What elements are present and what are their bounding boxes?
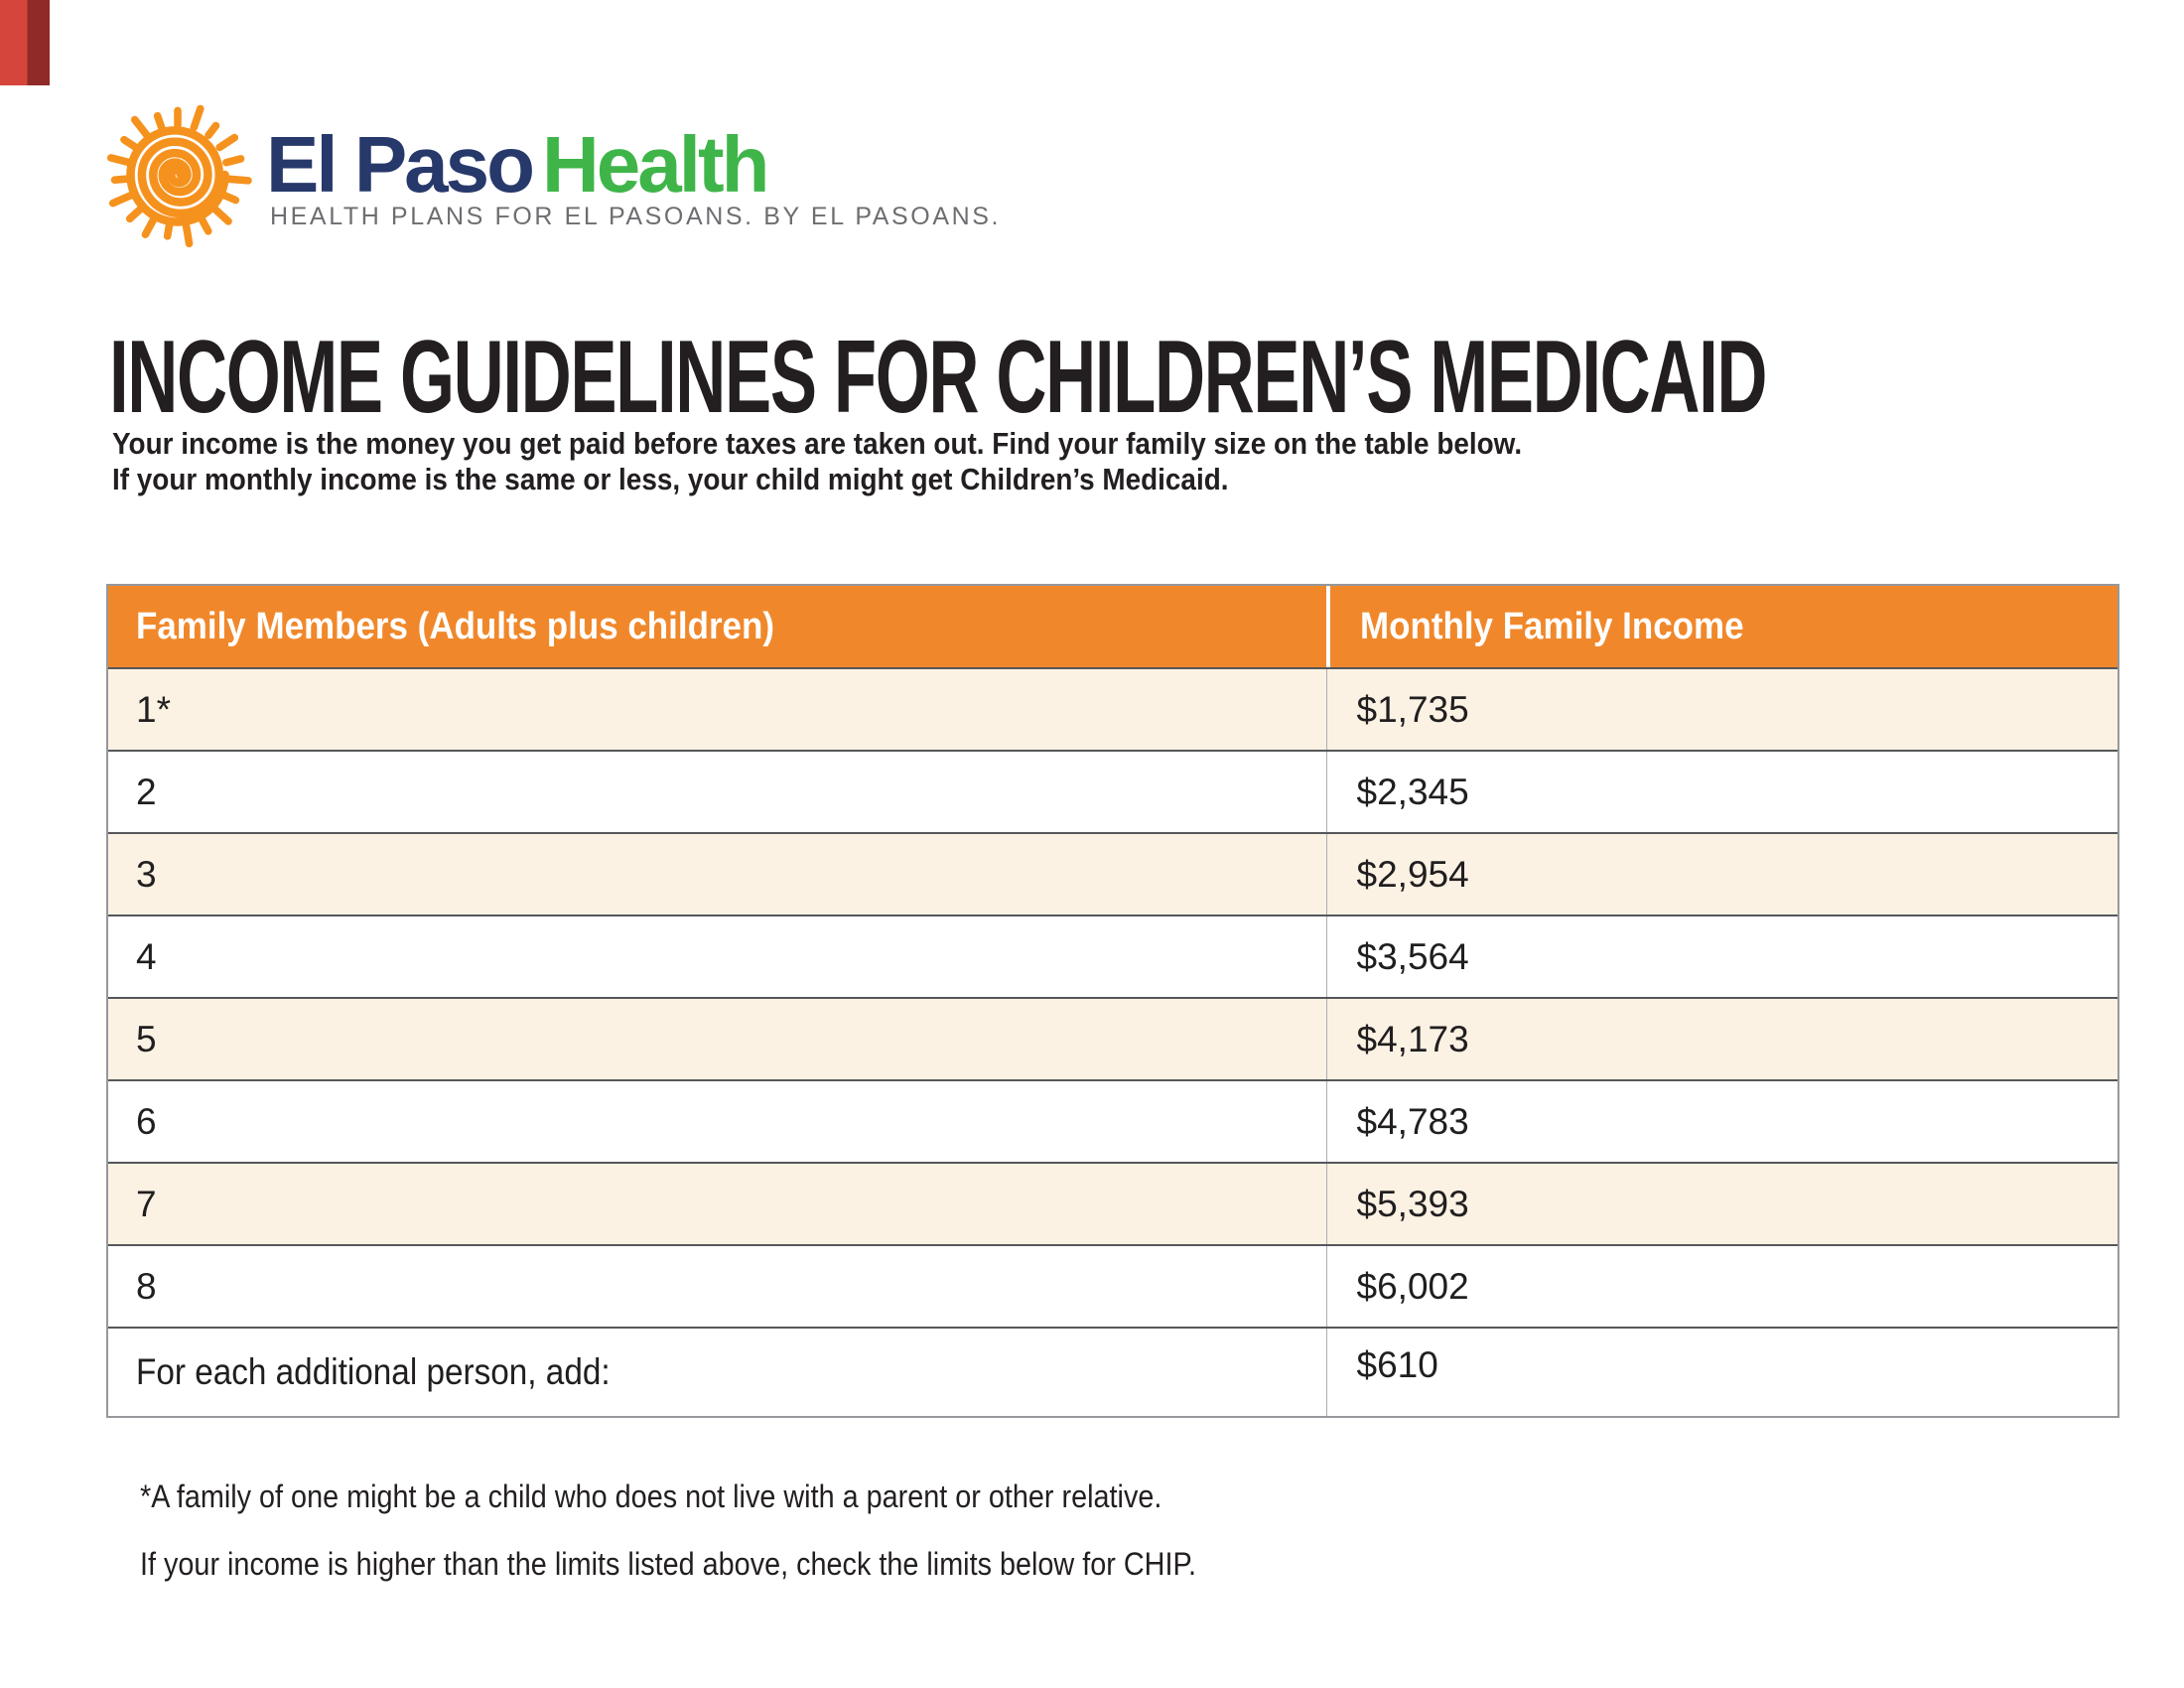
- monthly-income-cell: $6,002: [1325, 1246, 2117, 1327]
- income-guidelines-table: Family Members (Adults plus children) Mo…: [106, 584, 2119, 1418]
- additional-person-income-cell: $610: [1325, 1329, 2117, 1416]
- family-members-cell: 3: [136, 853, 157, 895]
- footnote-family-of-one: *A family of one might be a child who do…: [140, 1478, 1162, 1514]
- table-row: 2 $2,345: [108, 750, 2117, 832]
- header-family-members: Family Members (Adults plus children): [136, 605, 774, 647]
- additional-person-row: For each additional person, add: $610: [108, 1327, 2117, 1416]
- table-row: 8 $6,002: [108, 1244, 2117, 1327]
- monthly-income-cell: $4,783: [1325, 1081, 2117, 1162]
- family-members-cell: 5: [136, 1018, 157, 1059]
- brand-el-paso: El Paso: [266, 120, 535, 209]
- family-members-cell: 8: [136, 1265, 157, 1307]
- additional-person-label-cell: For each additional person, add:: [136, 1351, 611, 1392]
- table-row: 5 $4,173: [108, 997, 2117, 1079]
- family-members-cell: 4: [136, 935, 157, 977]
- monthly-income-cell: $3,564: [1325, 916, 2117, 997]
- header-monthly-income: Monthly Family Income: [1325, 586, 2117, 667]
- monthly-income-cell: $5,393: [1325, 1164, 2117, 1244]
- table-header-row: Family Members (Adults plus children) Mo…: [108, 586, 2117, 667]
- table-row: 1* $1,735: [108, 667, 2117, 750]
- family-members-cell: 6: [136, 1100, 157, 1142]
- corner-red-mark: [0, 0, 50, 85]
- brand-wordmark: El Paso Health: [266, 125, 770, 205]
- monthly-income-cell: $4,173: [1325, 999, 2117, 1079]
- table-row: 6 $4,783: [108, 1079, 2117, 1162]
- family-members-cell: 7: [136, 1183, 157, 1224]
- brand-tagline: HEALTH PLANS FOR EL PASOANS. BY EL PASOA…: [270, 203, 1002, 230]
- monthly-income-cell: $2,954: [1325, 834, 2117, 914]
- monthly-income-cell: $2,345: [1325, 752, 2117, 832]
- family-members-cell: 2: [136, 771, 157, 812]
- footnote-chip: If your income is higher than the limits…: [140, 1546, 1196, 1582]
- table-row: 4 $3,564: [108, 914, 2117, 997]
- table-row: 7 $5,393: [108, 1162, 2117, 1244]
- intro-line-2: If your monthly income is the same or le…: [112, 462, 1229, 496]
- family-members-cell: 1*: [136, 688, 171, 730]
- sun-spiral-icon: [106, 104, 252, 248]
- page-title: INCOME GUIDELINES FOR CHILDREN’S MEDICAI…: [109, 320, 1767, 435]
- brand-health: Health: [542, 120, 769, 209]
- monthly-income-cell: $1,735: [1325, 669, 2117, 750]
- intro-text: Your income is the money you get paid be…: [112, 426, 1522, 497]
- intro-line-1: Your income is the money you get paid be…: [112, 426, 1523, 461]
- table-row: 3 $2,954: [108, 832, 2117, 914]
